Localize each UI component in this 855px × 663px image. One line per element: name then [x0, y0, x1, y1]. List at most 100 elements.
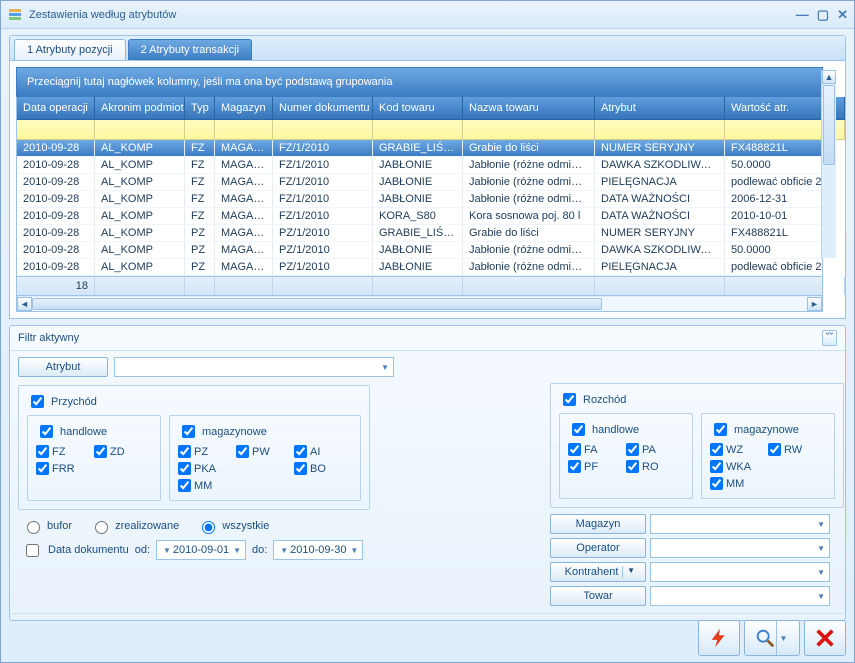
table-row[interactable]: 2010-09-28AL_KOMPPZMAGAZYNPZ/1/2010JABŁO… [17, 259, 822, 276]
col-magazyn[interactable]: Magazyn [215, 97, 273, 120]
chk-fz[interactable] [36, 445, 49, 458]
chk-ai[interactable] [294, 445, 307, 458]
table-row[interactable]: 2010-09-28AL_KOMPFZMAGAZYNFZ/1/2010JABŁO… [17, 157, 822, 174]
chk-wz[interactable] [710, 443, 723, 456]
group-by-drop-zone[interactable]: Przeciągnij tutaj nagłówek kolumny, jeśl… [16, 67, 823, 97]
col-numer-dokumentu[interactable]: Numer dokumentu [273, 97, 373, 120]
status-radio-group: bufor zrealizowane wszystkie [22, 518, 370, 534]
col-nazwa-towaru[interactable]: Nazwa towaru [463, 97, 595, 120]
horizontal-scrollbar[interactable]: ◄ ► [16, 296, 823, 312]
chk-zd[interactable] [94, 445, 107, 458]
chk-przychod[interactable] [31, 395, 44, 408]
chk-bo[interactable] [294, 462, 307, 475]
chk-rw[interactable] [768, 443, 781, 456]
chk-pa[interactable] [626, 443, 639, 456]
date-to[interactable]: ▼2010-09-30▼ [273, 540, 363, 560]
chk-przychod-magazynowe[interactable] [182, 425, 195, 438]
close-action-button[interactable] [804, 620, 846, 656]
btn-operator[interactable]: Operator [550, 538, 646, 558]
btn-towar[interactable]: Towar [550, 586, 646, 606]
radio-bufor[interactable] [27, 521, 40, 534]
radio-wszystkie[interactable] [202, 521, 215, 534]
filter-title: Filtr aktywny [18, 332, 822, 344]
main-panel: 1 Atrybuty pozycji 2 Atrybuty transakcji… [9, 35, 846, 319]
table-row[interactable]: 2010-09-28AL_KOMPPZMAGAZYNPZ/1/2010GRABI… [17, 225, 822, 242]
col-typ[interactable]: Typ [185, 97, 215, 120]
chk-ro[interactable] [626, 460, 639, 473]
col-data-operacji[interactable]: Data operacji [17, 97, 95, 120]
scroll-left-icon[interactable]: ◄ [17, 297, 32, 311]
chk-rozchod-magazynowe[interactable] [714, 423, 727, 436]
chk-rozchod-handlowe[interactable] [572, 423, 585, 436]
group-przychod-magazynowe: magazynowe PZ PW AI PKA BO MM [169, 415, 361, 501]
radio-zrealizowane[interactable] [95, 521, 108, 534]
combo-operator[interactable]: ▼ [650, 538, 830, 558]
chk-frr[interactable] [36, 462, 49, 475]
grid-body: 2010-09-28AL_KOMPFZMAGAZYNFZ/1/2010GRABI… [17, 140, 822, 276]
attribute-combo[interactable]: ▼ [114, 357, 394, 377]
footer-count: 18 [17, 277, 95, 295]
group-przychod-handlowe: handlowe FZ ZD FRR [27, 415, 161, 501]
group-rozchod-magazynowe: magazynowe WZ RW WKA MM [701, 413, 835, 499]
group-rozchod: Rozchód handlowe FA PA PF RO [550, 383, 844, 508]
col-kod-towaru[interactable]: Kod towaru [373, 97, 463, 120]
window-title: Zestawienia według atrybutów [29, 9, 796, 21]
combo-kontrahent[interactable]: ▼ [650, 562, 830, 582]
collapse-button[interactable]: ˇˇ [822, 330, 837, 346]
app-window: Zestawienia według atrybutów ― ▢ ✕ 1 Atr… [0, 0, 855, 663]
search-dropdown[interactable]: ▼ [776, 621, 790, 655]
date-range-row: Data dokumentu od: ▼2010-09-01▼ do: ▼201… [22, 540, 370, 560]
col-akronim[interactable]: Akronim podmiotu [95, 97, 185, 120]
combo-magazyn[interactable]: ▼ [650, 514, 830, 534]
vscroll-thumb[interactable] [823, 85, 835, 165]
tab-strip: 1 Atrybuty pozycji 2 Atrybuty transakcji [10, 36, 845, 61]
x-icon [814, 627, 836, 649]
titlebar: Zestawienia według atrybutów ― ▢ ✕ [1, 1, 854, 29]
scroll-right-icon[interactable]: ► [807, 297, 822, 311]
attribute-button[interactable]: Atrybut [18, 357, 108, 377]
btn-kontrahent[interactable]: Kontrahent▼ [550, 562, 646, 582]
chk-data-dokumentu[interactable] [26, 544, 39, 557]
btn-magazyn[interactable]: Magazyn [550, 514, 646, 534]
grid-area: Przeciągnij tutaj nagłówek kolumny, jeśl… [10, 61, 845, 318]
chk-pka[interactable] [178, 462, 191, 475]
close-button[interactable]: ✕ [837, 7, 848, 23]
chk-rozchod[interactable] [563, 393, 576, 406]
date-from[interactable]: ▼2010-09-01▼ [156, 540, 246, 560]
chk-mm-in[interactable] [178, 479, 191, 492]
table-row[interactable]: 2010-09-28AL_KOMPFZMAGAZYNFZ/1/2010JABŁO… [17, 174, 822, 191]
table-row[interactable]: 2010-09-28AL_KOMPFZMAGAZYNFZ/1/2010GRABI… [17, 140, 822, 157]
chk-wka[interactable] [710, 460, 723, 473]
chk-pz[interactable] [178, 445, 191, 458]
table-row[interactable]: 2010-09-28AL_KOMPFZMAGAZYNFZ/1/2010JABŁO… [17, 191, 822, 208]
chk-fa[interactable] [568, 443, 581, 456]
table-row[interactable]: 2010-09-28AL_KOMPPZMAGAZYNPZ/1/2010JABŁO… [17, 242, 822, 259]
filter-panel: Filtr aktywny ˇˇ Atrybut ▼ Przychód hand… [9, 325, 846, 621]
group-przychod: Przychód handlowe FZ ZD FRR [18, 385, 370, 510]
group-rozchod-handlowe: handlowe FA PA PF RO [559, 413, 693, 499]
action-bar: ▼ [9, 613, 846, 656]
filter-header: Filtr aktywny ˇˇ [10, 326, 845, 351]
grid-footer: 18 [17, 276, 822, 295]
combo-towar[interactable]: ▼ [650, 586, 830, 606]
chk-pf[interactable] [568, 460, 581, 473]
vertical-scrollbar[interactable]: ▲ [821, 70, 836, 258]
window-controls: ― ▢ ✕ [796, 7, 848, 23]
col-atrybut[interactable]: Atrybut [595, 97, 725, 120]
data-grid: Data operacji Akronim podmiotu Typ Magaz… [16, 97, 823, 296]
chk-przychod-handlowe[interactable] [40, 425, 53, 438]
search-button[interactable]: ▼ [744, 620, 800, 656]
tab-atrybuty-transakcji[interactable]: 2 Atrybuty transakcji [128, 39, 252, 60]
hscroll-thumb[interactable] [32, 298, 602, 310]
chk-mm-out[interactable] [710, 477, 723, 490]
chk-pw[interactable] [236, 445, 249, 458]
grid-filter-row[interactable] [17, 120, 822, 140]
magnifier-icon [754, 627, 776, 649]
scroll-up-icon[interactable]: ▲ [822, 70, 836, 84]
minimize-button[interactable]: ― [796, 7, 809, 23]
execute-button[interactable] [698, 620, 740, 656]
tab-atrybuty-pozycji[interactable]: 1 Atrybuty pozycji [14, 39, 126, 60]
maximize-button[interactable]: ▢ [817, 7, 829, 23]
table-row[interactable]: 2010-09-28AL_KOMPFZMAGAZYNFZ/1/2010KORA_… [17, 208, 822, 225]
lightning-icon [708, 627, 730, 649]
